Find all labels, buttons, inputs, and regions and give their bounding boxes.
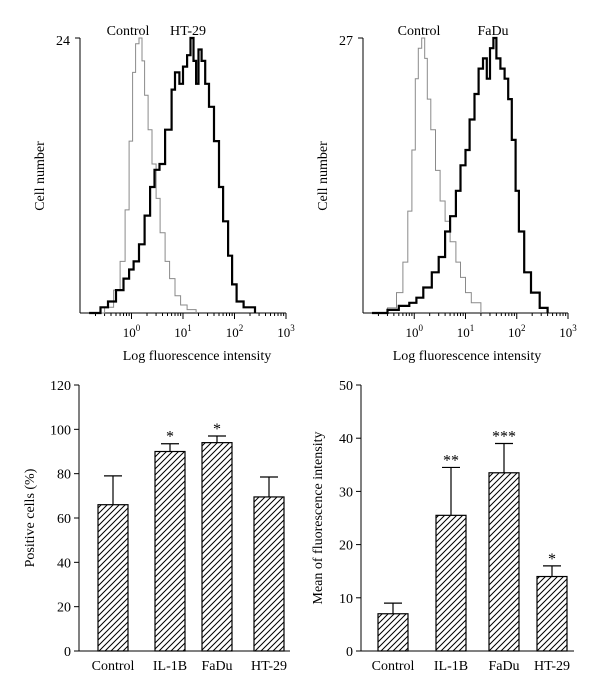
- category-label-control: Control: [372, 659, 415, 674]
- significance-ht-29: *: [548, 551, 556, 568]
- x-tick-label: 101: [457, 323, 475, 340]
- x-axis-label: Log fluorescence intensity: [393, 349, 542, 364]
- x-tick-label: 103: [277, 323, 295, 340]
- category-label-fadu: FaDu: [488, 659, 519, 674]
- significance-il-1b: **: [443, 452, 459, 469]
- x-ticks: 100 101 102 103: [95, 313, 295, 340]
- y-tick-label: 100: [50, 423, 71, 438]
- category-label-fadu: FaDu: [201, 659, 232, 674]
- y-tick-label: 80: [57, 468, 71, 483]
- y-tick-label: 40: [339, 432, 353, 447]
- bar-fadu: [201, 442, 233, 652]
- bar-fadu: [488, 472, 520, 652]
- y-tick-label: 40: [57, 556, 71, 571]
- y-tick-label: 60: [57, 512, 71, 527]
- category-label-control: Control: [92, 659, 135, 674]
- y-axis-label: Cell number: [33, 141, 48, 211]
- y-axis-label: Positive cells (%): [23, 468, 38, 567]
- x-tick-label: 102: [508, 323, 526, 340]
- bar-chart-positive-cells: Positive cells (%) 0 20 40 60 80 100 120 Contro…: [23, 379, 290, 674]
- x-tick-label: 102: [226, 323, 244, 340]
- marks: 0 20 40 60 80 100 120 Control * IL-1B * FaDu HT-29: [50, 379, 287, 674]
- legend-label-control: Control: [398, 24, 441, 39]
- category-label-il-1b: IL-1B: [434, 659, 468, 674]
- y-axis-label: Cell number: [316, 141, 331, 211]
- bar-control: [97, 504, 129, 652]
- x-tick-label: 100: [406, 323, 424, 340]
- bar-il-1b: [154, 450, 186, 652]
- bar-ht-29: [536, 575, 568, 652]
- legend-label-control: Control: [107, 24, 150, 39]
- x-tick-label: 103: [559, 323, 577, 340]
- y-tick-label: 50: [339, 379, 353, 394]
- bar-control: [377, 613, 409, 652]
- series-line-control: [89, 37, 197, 314]
- y-tick-label: 10: [339, 592, 353, 607]
- histogram-panel-ht29: 24 Cell number Log fluorescence intensit…: [33, 24, 295, 364]
- legend-label-fadu: FaDu: [477, 24, 508, 39]
- y-tick-label: 0: [64, 645, 71, 660]
- y-max-label: 24: [56, 34, 70, 49]
- marks: 0 10 20 30 40 50 Control ** IL-1B *** FaDu * HT-29: [339, 379, 570, 674]
- category-label-ht-29: HT-29: [534, 659, 570, 674]
- y-tick-label: 20: [57, 601, 71, 616]
- x-axis-label: Log fluorescence intensity: [123, 349, 272, 364]
- x-tick-label: 101: [174, 323, 192, 340]
- y-max-label: 27: [339, 34, 353, 49]
- significance-fadu: ***: [492, 429, 516, 446]
- category-label-il-1b: IL-1B: [153, 659, 187, 674]
- significance-fadu: *: [213, 421, 221, 438]
- histogram-panel-fadu: 27 Cell number Log fluorescence intensit…: [316, 24, 577, 364]
- x-tick-label: 100: [123, 323, 141, 340]
- x-ticks: 100 101 102 103: [377, 313, 577, 340]
- bar-chart-mean-fluorescence: Mean of fluorescence intensity 0 10 20 30 40…: [311, 379, 574, 674]
- bar-ht-29: [253, 496, 285, 652]
- legend-label-ht29: HT-29: [170, 24, 206, 39]
- series-line-ht29: [89, 36, 257, 315]
- y-tick-label: 0: [346, 645, 353, 660]
- series-line-fadu: [372, 36, 549, 315]
- y-tick-label: 120: [50, 379, 71, 394]
- y-tick-label: 20: [339, 539, 353, 554]
- y-tick-label: 30: [339, 485, 353, 500]
- category-label-ht-29: HT-29: [251, 659, 287, 674]
- series-line-control: [372, 37, 482, 314]
- significance-il-1b: *: [166, 429, 174, 446]
- bar-il-1b: [435, 514, 467, 652]
- y-axis-label: Mean of fluorescence intensity: [311, 432, 326, 605]
